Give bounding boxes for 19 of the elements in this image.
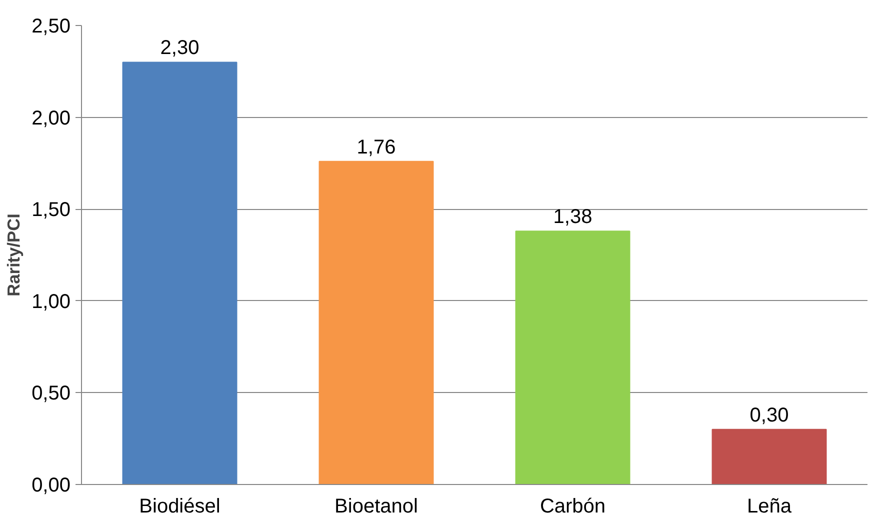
x-tick-label: Carbón — [540, 496, 606, 518]
y-tick-label: 2,50 — [32, 16, 71, 38]
data-label: 0,30 — [750, 404, 789, 426]
y-tick-label: 0,50 — [32, 382, 71, 405]
y-axis-title: Rarity/PCI — [4, 214, 24, 296]
y-tick-label: 1,00 — [32, 290, 71, 313]
data-label: 2,30 — [160, 37, 200, 60]
data-label: 1,38 — [553, 206, 592, 228]
bar — [515, 230, 630, 484]
bar — [122, 62, 238, 484]
y-tick-label: 0,00 — [32, 474, 71, 496]
y-tick-label: 1,50 — [32, 199, 71, 222]
bar — [318, 160, 434, 484]
x-tick-label: Biodiésel — [139, 496, 220, 518]
x-tick-label: Bioetanol — [334, 496, 418, 518]
data-label: 1,76 — [356, 136, 396, 158]
y-tick-label: 2,00 — [32, 107, 71, 130]
x-tick-label: Leña — [747, 496, 792, 518]
bar — [712, 428, 827, 484]
